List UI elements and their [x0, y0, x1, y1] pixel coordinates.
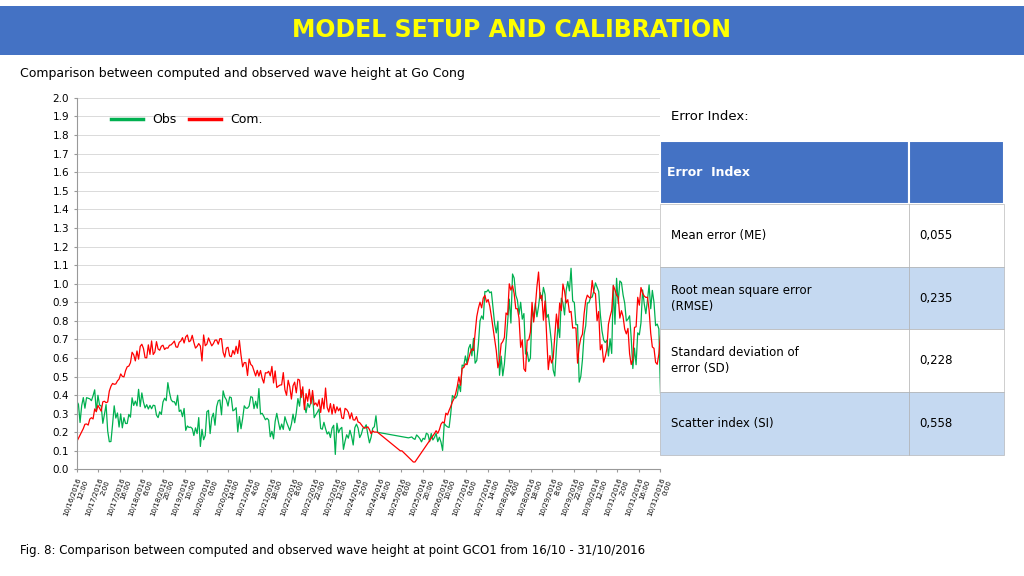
Obs [565, 265, 578, 272]
Obs [326, 425, 338, 431]
Bar [909, 329, 1004, 392]
Com. [71, 438, 83, 445]
Obs [142, 406, 155, 412]
Com. [264, 373, 276, 380]
Line: Obs: Obs [77, 268, 660, 454]
Obs [71, 398, 83, 405]
Bar [660, 141, 909, 204]
Obs [273, 426, 286, 433]
Com. [273, 382, 286, 389]
Com. [326, 411, 338, 418]
Com. [532, 268, 545, 275]
Obs [654, 389, 667, 396]
Bar [660, 204, 909, 267]
Bar [660, 329, 909, 392]
Line: Com.: Com. [77, 272, 660, 462]
Com. [625, 361, 637, 368]
Legend: Obs, Com.: Obs, Com. [106, 108, 268, 131]
Text: Comparison between computed and observed wave height at Go Cong: Comparison between computed and observed… [20, 67, 465, 80]
Text: 0,558: 0,558 [920, 417, 952, 430]
Text: Error Index:: Error Index: [671, 110, 749, 123]
Obs [264, 433, 276, 440]
Text: 0,055: 0,055 [920, 229, 952, 242]
Com. [408, 458, 420, 465]
Com. [245, 361, 257, 368]
Bar [909, 141, 1004, 204]
Bar [909, 204, 1004, 267]
Text: Standard deviation of
error (SD): Standard deviation of error (SD) [671, 346, 799, 376]
Com. [654, 332, 667, 339]
Obs [625, 335, 637, 342]
Text: 0,228: 0,228 [920, 354, 953, 367]
Text: Fig. 8: Comparison between computed and observed wave height at point GCO1 from : Fig. 8: Comparison between computed and … [20, 544, 645, 556]
Obs [245, 393, 257, 400]
Obs [329, 451, 341, 458]
Bar [909, 267, 1004, 329]
Text: 0,235: 0,235 [920, 291, 953, 305]
Bar [909, 392, 1004, 455]
Text: Mean error (ME): Mean error (ME) [671, 229, 766, 242]
Text: MODEL SETUP AND CALIBRATION: MODEL SETUP AND CALIBRATION [293, 18, 731, 42]
Text: Error  Index: Error Index [668, 166, 751, 179]
Text: Root mean square error
(RMSE): Root mean square error (RMSE) [671, 283, 811, 313]
Text: Scatter index (SI): Scatter index (SI) [671, 417, 773, 430]
Bar [660, 267, 909, 329]
Bar [660, 392, 909, 455]
Com. [142, 342, 155, 348]
